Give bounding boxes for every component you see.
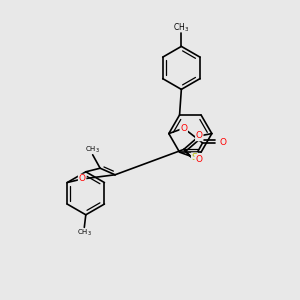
Text: O: O: [79, 175, 86, 184]
Text: CH$_3$: CH$_3$: [77, 228, 92, 239]
Text: S: S: [192, 153, 197, 162]
Text: O: O: [196, 131, 203, 140]
Text: CH$_3$: CH$_3$: [173, 22, 189, 34]
Text: O: O: [195, 155, 202, 164]
Text: O: O: [180, 124, 187, 133]
Text: CH$_3$: CH$_3$: [85, 144, 100, 154]
Text: O: O: [220, 138, 227, 147]
